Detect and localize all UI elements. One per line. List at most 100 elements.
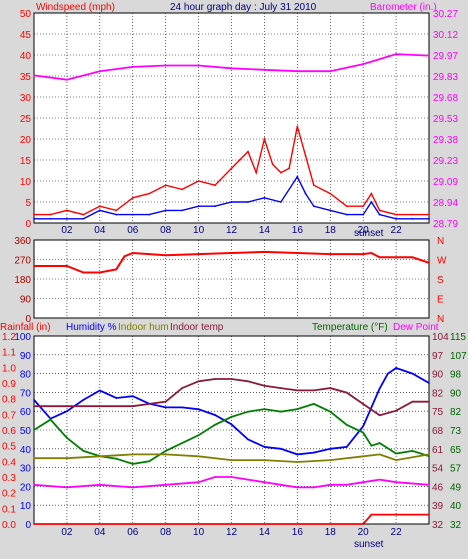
indoor-hum-point <box>329 459 332 461</box>
dewpoint-point <box>345 483 348 486</box>
barometer-axis-label: Barometer (in.) <box>370 2 437 13</box>
wind-avg-point <box>312 205 315 208</box>
temperature-point <box>164 449 167 452</box>
indoor-hum-point <box>263 459 266 461</box>
compass-label: N <box>437 314 444 325</box>
windspeed-point <box>181 188 184 191</box>
wind-avg-point <box>115 213 118 216</box>
windspeed-point <box>214 184 216 187</box>
compass-label: E <box>437 295 444 306</box>
dewpoint-point <box>230 476 233 478</box>
x-tick-label: 14 <box>259 527 271 538</box>
windspeed-point <box>33 213 35 216</box>
x-tick-label: 20 <box>358 527 370 538</box>
temperature-label: Temperature (°F) <box>312 322 388 333</box>
rainfall-tick: 0.3 <box>2 473 16 484</box>
indoor-temp-point <box>312 389 315 392</box>
humidity-point <box>362 425 365 428</box>
windspeed-point <box>271 163 274 166</box>
sunset-label-top: sunset <box>354 228 384 239</box>
wind-direction-point <box>329 253 332 255</box>
wind-direction-point <box>98 271 101 274</box>
dewpoint-point <box>428 483 430 486</box>
temperature-point <box>263 408 266 411</box>
temperature-point <box>370 444 373 447</box>
barometer-point <box>98 70 101 73</box>
indoor-hum-point <box>378 453 381 456</box>
wind-direction-point <box>230 252 233 254</box>
x-tick-label: 10 <box>193 527 205 538</box>
barometer-point <box>296 70 299 73</box>
wind-avg-point <box>263 196 266 199</box>
x-tick-label: 18 <box>325 225 337 236</box>
wind-direction-point <box>370 252 373 254</box>
windspeed-point <box>296 125 299 128</box>
windspeed-point <box>115 209 118 212</box>
windspeed-tick: 25 <box>20 114 32 125</box>
dewpoint-point <box>66 486 68 489</box>
windspeed-point <box>411 213 414 216</box>
humidity-point <box>312 451 315 454</box>
temperature-tick: 90 <box>432 370 444 381</box>
indoor-temp-point <box>66 405 68 408</box>
dewpoint-point <box>395 481 397 484</box>
temperature-tick: 75 <box>432 407 444 418</box>
temperature-point <box>197 434 200 437</box>
graph-title: 24 hour graph day : July 31 2010 <box>170 2 317 13</box>
humidity-point <box>33 399 35 401</box>
wind-avg-point <box>148 213 151 216</box>
windspeed-point <box>230 167 233 170</box>
dewpoint-point <box>164 483 167 486</box>
dewpoint-point <box>263 481 266 484</box>
x-tick-label: 08 <box>160 225 172 236</box>
humidity-point <box>279 447 282 450</box>
temperature-point <box>296 408 299 411</box>
indoor-temp-point <box>279 387 282 389</box>
humidity-tick: 50 <box>20 426 32 437</box>
rainfall-tick: 0.2 <box>2 489 16 500</box>
temperature-point <box>428 455 430 458</box>
wind-avg-point <box>329 209 332 212</box>
temp-hum-grid <box>34 336 429 524</box>
x-tick-label: 12 <box>226 225 238 236</box>
temperature-point <box>329 410 332 413</box>
direction-tick: 180 <box>14 275 31 286</box>
temperature-point <box>395 452 397 455</box>
windspeed-point <box>428 213 430 216</box>
indoor-temp-tick: 115 <box>450 332 466 343</box>
humidity-point <box>378 387 381 390</box>
indoor-hum-point <box>428 453 430 456</box>
temperature-point <box>345 423 348 426</box>
temperature-point <box>82 449 85 452</box>
windspeed-point <box>131 196 134 199</box>
temperature-point <box>66 436 68 439</box>
x-tick-label: 18 <box>325 527 337 538</box>
wind-direction-point <box>362 253 365 255</box>
wind-avg-point <box>378 213 381 216</box>
wind-direction-point <box>428 261 430 264</box>
windspeed-point <box>378 209 381 212</box>
temperature-point <box>33 429 35 431</box>
temperature-point <box>115 457 118 460</box>
temperature-tick: 82 <box>432 388 444 399</box>
humidity-tick: 20 <box>20 482 32 493</box>
humidity-tick: 40 <box>20 445 32 456</box>
temperature-tick: 46 <box>432 482 444 493</box>
wind-direction-point <box>66 265 68 267</box>
indoor-temp-point <box>164 400 167 403</box>
dewpoint-point <box>131 486 134 489</box>
wind-avg-point <box>131 213 134 216</box>
windspeed-point <box>164 184 167 187</box>
barometer-tick: 30.12 <box>433 30 458 41</box>
barometer-tick: 29.23 <box>433 156 458 167</box>
windspeed-tick: 45 <box>20 30 32 41</box>
x-tick-label: 16 <box>292 225 304 236</box>
rainfall-tick: 0.0 <box>2 520 16 531</box>
indoor-hum-point <box>197 455 200 458</box>
wind-avg-point <box>49 217 52 220</box>
wind-avg-point <box>247 201 249 203</box>
indoor-temp-ticks: 115 107 98 90 82 73 65 57 49 40 32 <box>450 332 467 531</box>
temperature-tick: 32 <box>432 520 444 531</box>
x-tick-label: 14 <box>259 225 271 236</box>
